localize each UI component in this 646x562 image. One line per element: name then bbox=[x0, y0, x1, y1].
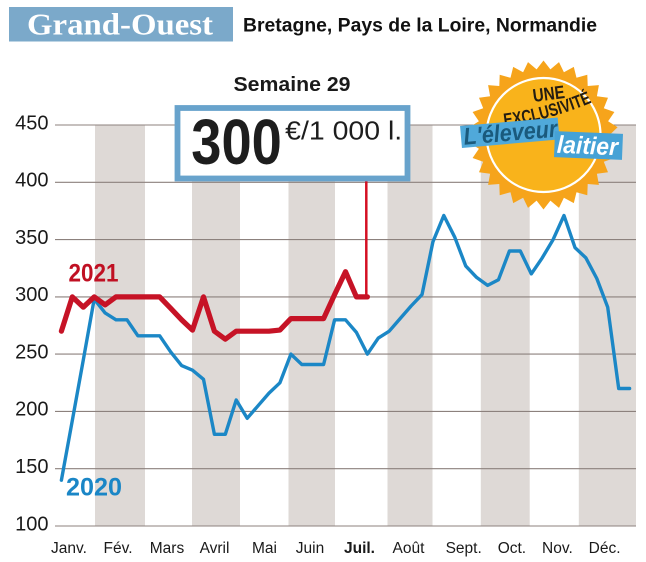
svg-text:Déc.: Déc. bbox=[589, 540, 621, 557]
svg-text:Oct.: Oct. bbox=[498, 540, 526, 557]
svg-text:200: 200 bbox=[15, 399, 48, 421]
svg-text:300: 300 bbox=[191, 106, 281, 178]
svg-text:400: 400 bbox=[15, 170, 48, 192]
svg-text:Juin: Juin bbox=[296, 540, 324, 557]
svg-text:Fév.: Fév. bbox=[104, 540, 133, 557]
svg-text:Août: Août bbox=[393, 540, 426, 557]
svg-text:250: 250 bbox=[15, 341, 48, 363]
svg-text:Grand-Ouest: Grand-Ouest bbox=[27, 7, 214, 42]
svg-text:100: 100 bbox=[15, 513, 48, 535]
svg-text:Juil.: Juil. bbox=[344, 540, 375, 557]
svg-text:Mai: Mai bbox=[252, 540, 277, 557]
svg-text:350: 350 bbox=[15, 227, 48, 249]
svg-text:150: 150 bbox=[15, 456, 48, 478]
svg-text:2020: 2020 bbox=[66, 474, 122, 502]
svg-text:2021: 2021 bbox=[69, 260, 119, 288]
svg-text:Janv.: Janv. bbox=[51, 540, 87, 557]
svg-text:laitier: laitier bbox=[556, 132, 619, 161]
svg-text:UNE: UNE bbox=[531, 81, 565, 106]
svg-text:Avril: Avril bbox=[200, 540, 230, 557]
svg-text:300: 300 bbox=[15, 284, 48, 306]
svg-text:Semaine 29: Semaine 29 bbox=[234, 74, 351, 96]
svg-text:Bretagne, Pays de la Loire, No: Bretagne, Pays de la Loire, Normandie bbox=[243, 16, 597, 37]
svg-text:Sept.: Sept. bbox=[446, 540, 482, 557]
svg-text:Mars: Mars bbox=[150, 540, 185, 557]
svg-text:450: 450 bbox=[15, 112, 48, 134]
svg-text:€/1 000 l.: €/1 000 l. bbox=[285, 116, 402, 146]
svg-text:Nov.: Nov. bbox=[542, 540, 573, 557]
